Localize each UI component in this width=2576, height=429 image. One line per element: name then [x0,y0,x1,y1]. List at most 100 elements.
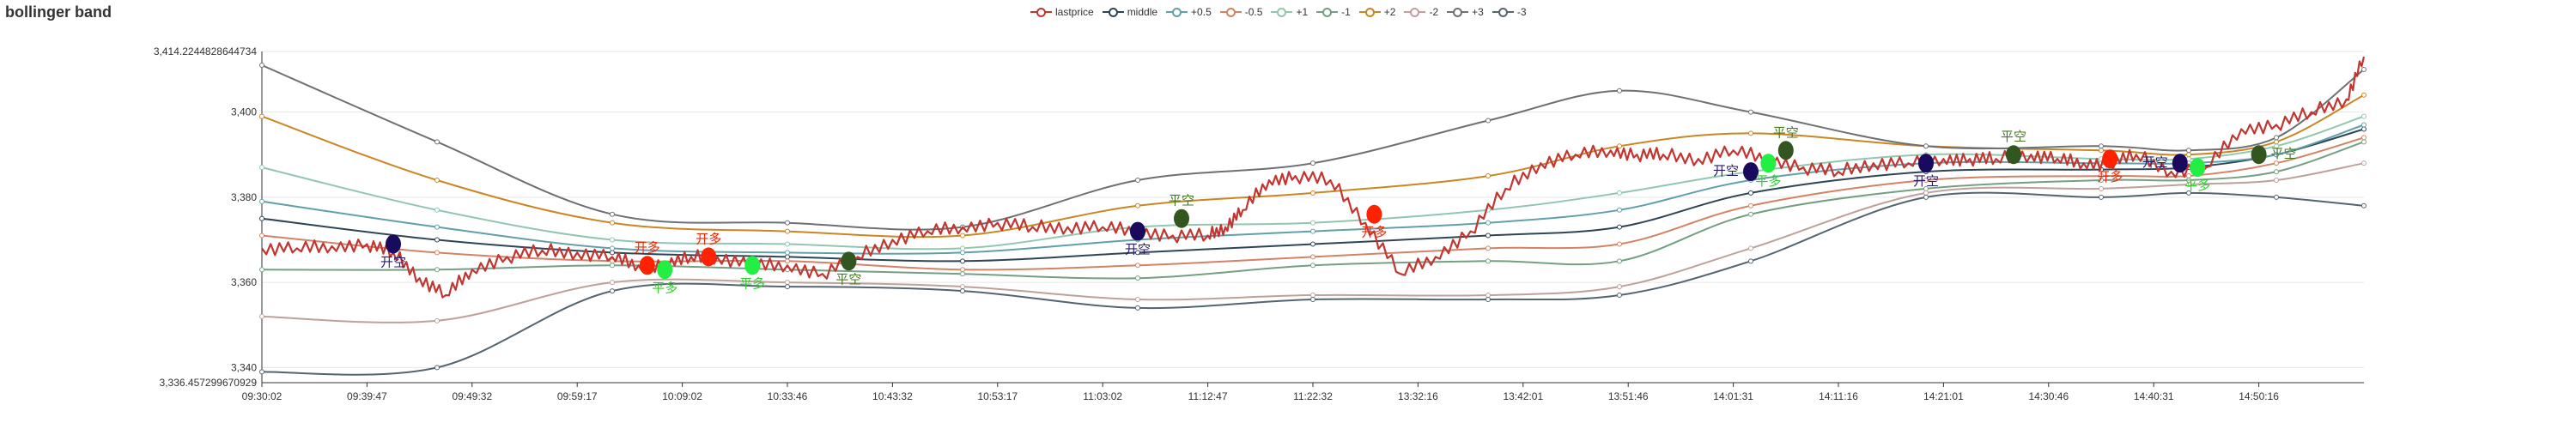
legend-item-8[interactable]: +3 [1447,6,1484,18]
x-tick-label: 14:50:16 [2239,390,2279,402]
x-tick-label: 14:21:01 [1923,390,1964,402]
band-point [2361,92,2366,98]
legend-label: +0.5 [1191,6,1212,18]
band-point [1485,245,1491,251]
band-point [1310,220,1315,226]
legend-item-6[interactable]: +2 [1358,6,1395,18]
trade-label: 平空 [2001,130,2026,144]
band-point [1485,173,1491,179]
trade-marker-8 [1366,204,1382,224]
legend-swatch-icon [1219,6,1242,18]
legend-swatch-icon [1404,6,1426,18]
x-tick-label: 13:42:01 [1503,390,1543,402]
legend-label: +3 [1472,6,1484,18]
band-point [1617,241,1622,247]
x-tick-label: 09:49:32 [452,390,492,402]
trade-marker-15 [2172,154,2188,173]
band-point [2361,139,2366,145]
band-point [1617,293,1622,299]
trade-label: 开多 [2097,170,2123,184]
band-point [1748,245,1753,251]
band-point [434,250,440,256]
band-point [1617,284,1622,290]
legend-item-2[interactable]: +0.5 [1166,6,1212,18]
band-point [1748,211,1753,217]
band-point [434,317,440,323]
x-tick-label: 11:22:32 [1293,390,1333,402]
legend-swatch-icon [1447,6,1469,18]
legend-item-5[interactable]: -1 [1316,6,1351,18]
x-tick-label: 14:40:31 [2134,390,2174,402]
legend-label: -3 [1516,6,1527,18]
band-point [259,233,264,239]
band-point [2274,169,2279,175]
legend-item-1[interactable]: middle [1102,6,1157,18]
band-point [1135,202,1140,208]
band-point [610,220,615,226]
band-point [259,113,264,119]
x-tick-label: 14:01:31 [1713,390,1753,402]
trade-marker-0 [386,234,401,254]
band-point [960,233,965,239]
band-point [785,250,790,256]
band-point [259,369,264,375]
band-point [2186,190,2191,196]
band-point [2274,160,2279,166]
y-tick-label: 3,360 [231,276,257,288]
band-point [434,207,440,213]
band-line-6 [261,162,2365,323]
band-point [2274,139,2279,145]
trade-marker-1 [639,256,655,275]
trade-label: 平空 [1169,194,1194,208]
band-point [2186,148,2191,154]
trade-label: 开多 [635,240,660,255]
band-point [2361,160,2366,166]
band-point [434,178,440,184]
trade-marker-9 [1743,162,1759,182]
legend-item-9[interactable]: -3 [1492,6,1527,18]
band-point [785,220,790,226]
band-point [259,313,264,319]
band-point [960,267,965,273]
legend-swatch-icon [1102,6,1124,18]
band-line-1 [261,124,2365,255]
band-point [2361,135,2366,141]
x-tick-label: 10:33:46 [768,390,808,402]
band-point [1923,143,1929,149]
trade-label: 开空 [1125,243,1151,257]
x-tick-label: 11:03:02 [1083,390,1122,402]
band-point [610,237,615,243]
trade-marker-5 [841,251,857,271]
band-point [1310,263,1315,269]
band-point [1485,220,1491,226]
legend-item-7[interactable]: -2 [1404,6,1438,18]
legend-item-0[interactable]: lastprice [1030,6,1094,18]
trade-label: 开多 [1361,226,1387,240]
band-point [2361,202,2366,208]
band-point [1310,293,1315,299]
band-point [2361,66,2366,72]
legend-item-3[interactable]: -0.5 [1219,6,1262,18]
band-point [1748,130,1753,136]
legend-swatch-icon [1316,6,1339,18]
x-tick-label: 13:32:16 [1398,390,1438,402]
band-point [2274,135,2279,141]
x-tick-label: 14:30:46 [2028,390,2069,402]
trade-label: 平多 [2184,178,2210,193]
band-point [259,215,264,221]
trade-label: 平多 [652,281,677,295]
trade-label: 平空 [1773,125,1799,140]
band-point [2099,194,2104,200]
band-point [259,198,264,204]
band-point [2361,126,2366,132]
trade-marker-7 [1174,208,1189,228]
band-point [2274,178,2279,184]
band-point [1310,254,1315,260]
x-tick-label: 14:11:16 [1819,390,1858,402]
band-point [434,365,440,371]
y-min-label: 3,336.457299670929 [160,377,258,389]
band-point [610,288,615,294]
band-point [434,224,440,230]
band-line-8 [261,191,2365,376]
legend-item-4[interactable]: +1 [1271,6,1308,18]
